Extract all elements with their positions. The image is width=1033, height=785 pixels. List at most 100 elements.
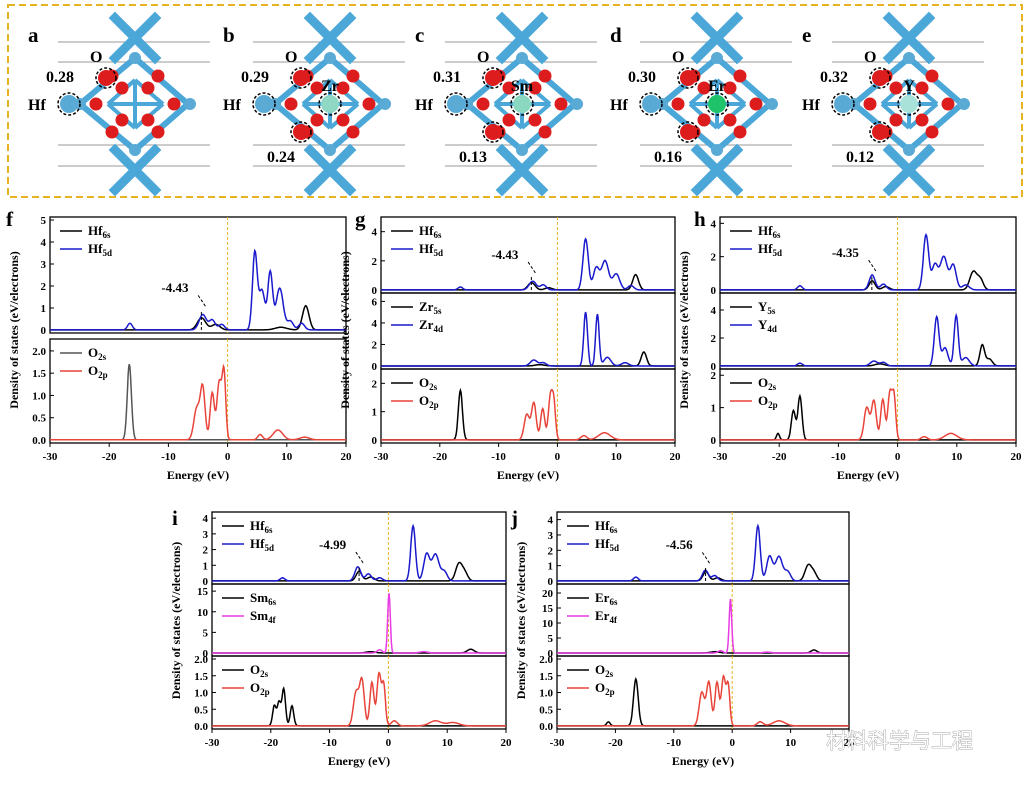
annotation-arrow bbox=[701, 550, 710, 564]
y-tick-label: 4 bbox=[203, 513, 209, 525]
y-tick-label: 4 bbox=[372, 227, 378, 239]
y-tick-label: 1 bbox=[41, 303, 47, 315]
hafnium-atom bbox=[766, 98, 778, 110]
oxygen-atom bbox=[733, 125, 747, 139]
oxygen-atom bbox=[925, 69, 939, 83]
oxygen-atom bbox=[863, 97, 877, 111]
upper-value: 0.32 bbox=[820, 69, 848, 86]
series-line-Hf5d bbox=[50, 248, 346, 331]
hf-site-marker bbox=[831, 92, 855, 116]
x-tick-label: -30 bbox=[205, 737, 220, 749]
oxygen-atom bbox=[476, 97, 490, 111]
series-line-Hf6s bbox=[50, 304, 346, 331]
watermark: 材料科学与工程 bbox=[826, 729, 973, 753]
dopant-label: Zr bbox=[321, 78, 339, 95]
hafnium-atom bbox=[129, 144, 141, 156]
legend-label: Hf5d bbox=[88, 241, 112, 258]
oxygen-atom bbox=[697, 81, 711, 95]
y-tick-label: 4 bbox=[372, 318, 378, 330]
y-tick-label: 3 bbox=[41, 259, 47, 271]
oxygen-label: O bbox=[672, 49, 684, 66]
y-tick-label: 2 bbox=[203, 545, 209, 557]
legend-label: O2s bbox=[595, 662, 614, 679]
o-site-atom bbox=[98, 70, 114, 86]
y-tick-label: 4 bbox=[41, 237, 47, 249]
oxygen-atom bbox=[723, 81, 737, 95]
oxygen-atom bbox=[528, 81, 542, 95]
panel-label: d bbox=[610, 23, 622, 47]
oxygen-label: O bbox=[90, 49, 102, 66]
hafnium-atom bbox=[324, 144, 336, 156]
x-tick-label: 10 bbox=[611, 451, 623, 463]
legend-label: O2s bbox=[758, 375, 777, 392]
oxygen-atom bbox=[336, 113, 350, 127]
y-axis-label: Density of states (eV/electrons) bbox=[169, 542, 183, 699]
o-site-marker bbox=[290, 67, 312, 89]
dopant-atom bbox=[321, 95, 339, 113]
oxygen-atom bbox=[502, 81, 516, 95]
dos-charts: f Density of states (eV/electrons) Energy … bbox=[6, 207, 1022, 768]
panel-label: e bbox=[802, 23, 811, 47]
bond bbox=[690, 143, 744, 197]
oxygen-atom bbox=[925, 125, 939, 139]
o-site-marker-lower bbox=[869, 121, 891, 143]
series-line-Y4d bbox=[720, 312, 1016, 367]
oxygen-atom bbox=[538, 125, 552, 139]
annotation-value: -4.43 bbox=[161, 280, 189, 295]
o-site-atom-lower bbox=[293, 124, 309, 140]
bond bbox=[690, 11, 744, 65]
annotation-value: -4.56 bbox=[666, 537, 694, 552]
o-site-atom-lower bbox=[680, 124, 696, 140]
oxygen-atom bbox=[151, 69, 165, 83]
y-tick-label: 0.0 bbox=[32, 435, 46, 447]
hafnium-atom bbox=[903, 144, 915, 156]
y-tick-label: 0 bbox=[711, 435, 717, 447]
x-tick-label: 0 bbox=[895, 451, 901, 463]
series-line-Hf6s bbox=[381, 273, 675, 291]
dopant-marker bbox=[318, 92, 342, 116]
bond bbox=[108, 11, 162, 65]
y-axis-label: Density of states (eV/electrons) bbox=[677, 251, 691, 408]
x-tick-label: -10 bbox=[161, 451, 176, 463]
y-tick-label: 1.0 bbox=[539, 688, 553, 700]
y-tick-label: 1.5 bbox=[32, 368, 46, 380]
series-line-Sm4f bbox=[212, 593, 506, 654]
oxygen-atom bbox=[723, 113, 737, 127]
annotation-arrow bbox=[196, 293, 206, 307]
hf-site-marker bbox=[444, 92, 468, 116]
chart-j: j Density of states (eV/electrons) Energy … bbox=[510, 506, 855, 768]
x-tick-label: -10 bbox=[491, 451, 506, 463]
oxygen-atom bbox=[89, 97, 103, 111]
dopant-marker bbox=[705, 92, 729, 116]
oxygen-atom bbox=[915, 81, 929, 95]
oxygen-atom bbox=[749, 97, 763, 111]
y-tick-label: 5 bbox=[203, 627, 209, 639]
legend-label: Hf6s bbox=[419, 223, 442, 240]
x-tick-label: 20 bbox=[1011, 451, 1023, 463]
upper-value: 0.28 bbox=[46, 69, 74, 86]
hf-site-atom bbox=[642, 95, 660, 113]
dopant-marker bbox=[510, 92, 534, 116]
hafnium-atom bbox=[903, 52, 915, 64]
hf-site-marker bbox=[252, 92, 276, 116]
x-tick-label: -10 bbox=[322, 737, 337, 749]
o-site-marker bbox=[869, 67, 891, 89]
series-line-Er4f bbox=[557, 598, 849, 654]
oxygen-atom bbox=[310, 113, 324, 127]
oxygen-atom bbox=[915, 113, 929, 127]
y-tick-label: 5 bbox=[41, 215, 47, 227]
x-axis-label: Energy (eV) bbox=[167, 468, 229, 482]
oxygen-atom bbox=[141, 81, 155, 95]
legend-label: O2s bbox=[250, 662, 269, 679]
oxygen-atom bbox=[346, 69, 360, 83]
y-tick-label: 0.5 bbox=[194, 704, 208, 716]
legend-label: O2p bbox=[88, 363, 108, 380]
upper-value: 0.30 bbox=[628, 69, 656, 86]
